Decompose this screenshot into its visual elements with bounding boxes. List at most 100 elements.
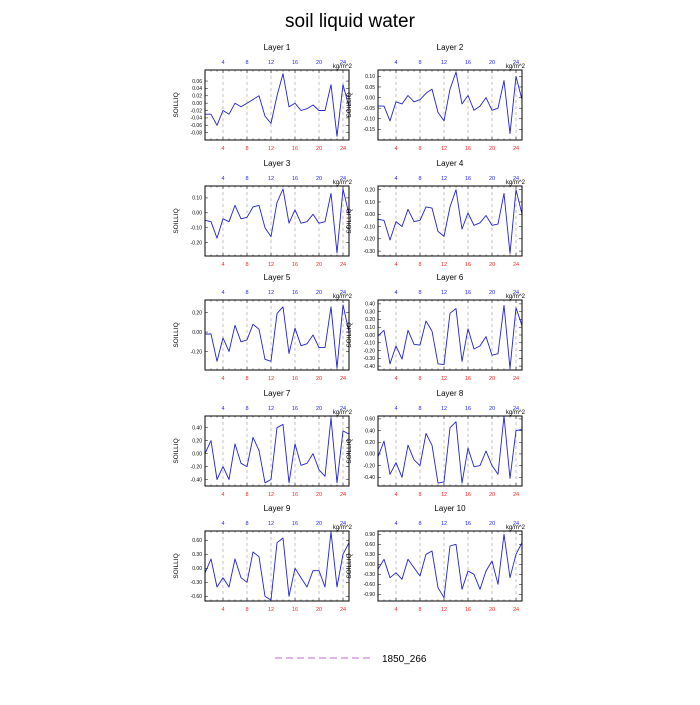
panel-title: Layer 2 xyxy=(437,43,464,52)
y-axis-label: SOILLIQ xyxy=(173,438,180,463)
y-tick-label: 0.20 xyxy=(192,310,202,316)
y-axis-label: SOILLIQ xyxy=(346,208,353,233)
y-axis-label: SOILLIQ xyxy=(173,208,180,233)
x-tick-label-bottom: 24 xyxy=(340,262,346,268)
y-tick-label: -0.10 xyxy=(364,117,376,123)
x-tick-label-bottom: 4 xyxy=(394,492,397,498)
x-tick-label-bottom: 16 xyxy=(465,376,471,382)
x-tick-label-bottom: 4 xyxy=(394,146,397,152)
x-tick-label-top: 16 xyxy=(292,521,298,527)
y-tick-label: 0.60 xyxy=(192,538,202,544)
y-tick-label: 0.00 xyxy=(365,212,375,218)
units-label: kg/m^2 xyxy=(333,525,353,531)
panel-title: Layer 4 xyxy=(437,159,464,168)
x-tick-label-top: 8 xyxy=(245,176,248,182)
x-tick-label-bottom: 16 xyxy=(292,607,298,613)
x-tick-label-bottom: 16 xyxy=(292,492,298,498)
x-tick-label-bottom: 16 xyxy=(465,146,471,152)
y-tick-label: 0.30 xyxy=(192,552,202,558)
x-tick-label-bottom: 12 xyxy=(441,607,447,613)
x-tick-label-top: 8 xyxy=(418,60,421,66)
y-axis-label: SOILLIQ xyxy=(173,92,180,117)
x-tick-label-bottom: 8 xyxy=(245,146,248,152)
units-label: kg/m^2 xyxy=(506,410,526,416)
panel-title: Layer 9 xyxy=(264,504,291,513)
panel-title: Layer 6 xyxy=(437,273,464,282)
y-tick-label: 0.00 xyxy=(365,95,375,101)
plot-frame xyxy=(204,530,350,602)
y-axis-label: SOILLIQ xyxy=(173,322,180,347)
x-tick-label-bottom: 12 xyxy=(268,607,274,613)
x-tick-label-top: 20 xyxy=(316,176,322,182)
x-tick-label-bottom: 24 xyxy=(340,607,346,613)
y-tick-label: 0.06 xyxy=(192,79,202,85)
x-tick-label-top: 8 xyxy=(245,60,248,66)
panel-title: Layer 5 xyxy=(264,273,291,282)
x-tick-label-top: 4 xyxy=(221,406,224,412)
y-tick-label: 0.60 xyxy=(365,542,375,548)
x-tick-label-top: 12 xyxy=(268,290,274,296)
x-tick-label-bottom: 16 xyxy=(465,262,471,268)
x-tick-label-top: 8 xyxy=(245,290,248,296)
x-tick-label-top: 24 xyxy=(340,406,346,412)
series-line xyxy=(204,531,350,601)
y-tick-label: -0.10 xyxy=(191,226,203,232)
y-tick-label: -0.20 xyxy=(191,240,203,246)
y-tick-label: 0.02 xyxy=(192,94,202,100)
series-line xyxy=(377,415,523,484)
y-tick-label: -0.10 xyxy=(364,224,376,230)
x-tick-label-top: 12 xyxy=(441,176,447,182)
x-tick-label-bottom: 4 xyxy=(394,376,397,382)
chart-panel-4: Layer 4 kg/m^2 4 4 8 8 12 12 16 16 20 20 24 24 -0.30 -0… xyxy=(346,159,526,268)
panel-title: Layer 3 xyxy=(264,159,291,168)
x-tick-label-bottom: 4 xyxy=(221,146,224,152)
x-tick-label-bottom: 4 xyxy=(221,376,224,382)
x-tick-label-top: 24 xyxy=(513,176,519,182)
y-tick-label: -0.20 xyxy=(191,464,203,470)
y-tick-label: 0.10 xyxy=(365,74,375,80)
x-tick-label-top: 4 xyxy=(221,521,224,527)
x-tick-label-top: 16 xyxy=(292,60,298,66)
x-tick-label-top: 20 xyxy=(489,60,495,66)
y-tick-label: 0.00 xyxy=(192,101,202,107)
x-tick-label-bottom: 8 xyxy=(418,146,421,152)
x-tick-label-bottom: 8 xyxy=(418,607,421,613)
y-tick-label: -0.40 xyxy=(364,475,376,481)
chart-panel-6: Layer 6 kg/m^2 4 4 8 8 12 12 16 16 20 20 24 24 -0.40 -0… xyxy=(346,273,526,382)
x-tick-label-top: 16 xyxy=(465,290,471,296)
series-line xyxy=(377,304,523,369)
y-tick-label: 0.60 xyxy=(365,417,375,423)
x-tick-label-top: 12 xyxy=(268,406,274,412)
x-tick-label-bottom: 8 xyxy=(418,492,421,498)
x-tick-label-bottom: 20 xyxy=(489,492,495,498)
x-tick-label-bottom: 8 xyxy=(245,492,248,498)
x-tick-label-top: 20 xyxy=(316,521,322,527)
x-tick-label-bottom: 24 xyxy=(340,492,346,498)
x-tick-label-top: 4 xyxy=(394,176,397,182)
y-tick-label: 0.00 xyxy=(192,566,202,572)
x-tick-label-bottom: 16 xyxy=(465,492,471,498)
x-tick-label-top: 16 xyxy=(292,290,298,296)
panel-title: Layer 10 xyxy=(434,504,466,513)
x-tick-label-bottom: 24 xyxy=(513,376,519,382)
panel-title: Layer 8 xyxy=(437,389,464,398)
y-tick-label: -0.20 xyxy=(364,237,376,243)
x-tick-label-bottom: 20 xyxy=(316,146,322,152)
y-tick-label: -0.15 xyxy=(364,127,376,133)
y-tick-label: 0.40 xyxy=(192,425,202,431)
y-tick-label: 0.20 xyxy=(365,317,375,323)
y-tick-label: 0.05 xyxy=(365,85,375,91)
x-tick-label-top: 4 xyxy=(394,290,397,296)
x-tick-label-bottom: 8 xyxy=(418,376,421,382)
x-tick-label-top: 8 xyxy=(418,521,421,527)
y-tick-label: 0.10 xyxy=(192,196,202,202)
legend: 1850_266 xyxy=(275,654,427,665)
x-tick-label-top: 24 xyxy=(340,176,346,182)
x-tick-label-bottom: 4 xyxy=(221,492,224,498)
y-tick-label: 0.40 xyxy=(365,428,375,434)
x-tick-label-top: 20 xyxy=(489,406,495,412)
x-tick-label-bottom: 8 xyxy=(245,262,248,268)
y-tick-label: -0.02 xyxy=(191,108,203,114)
plot-frame xyxy=(377,185,523,257)
